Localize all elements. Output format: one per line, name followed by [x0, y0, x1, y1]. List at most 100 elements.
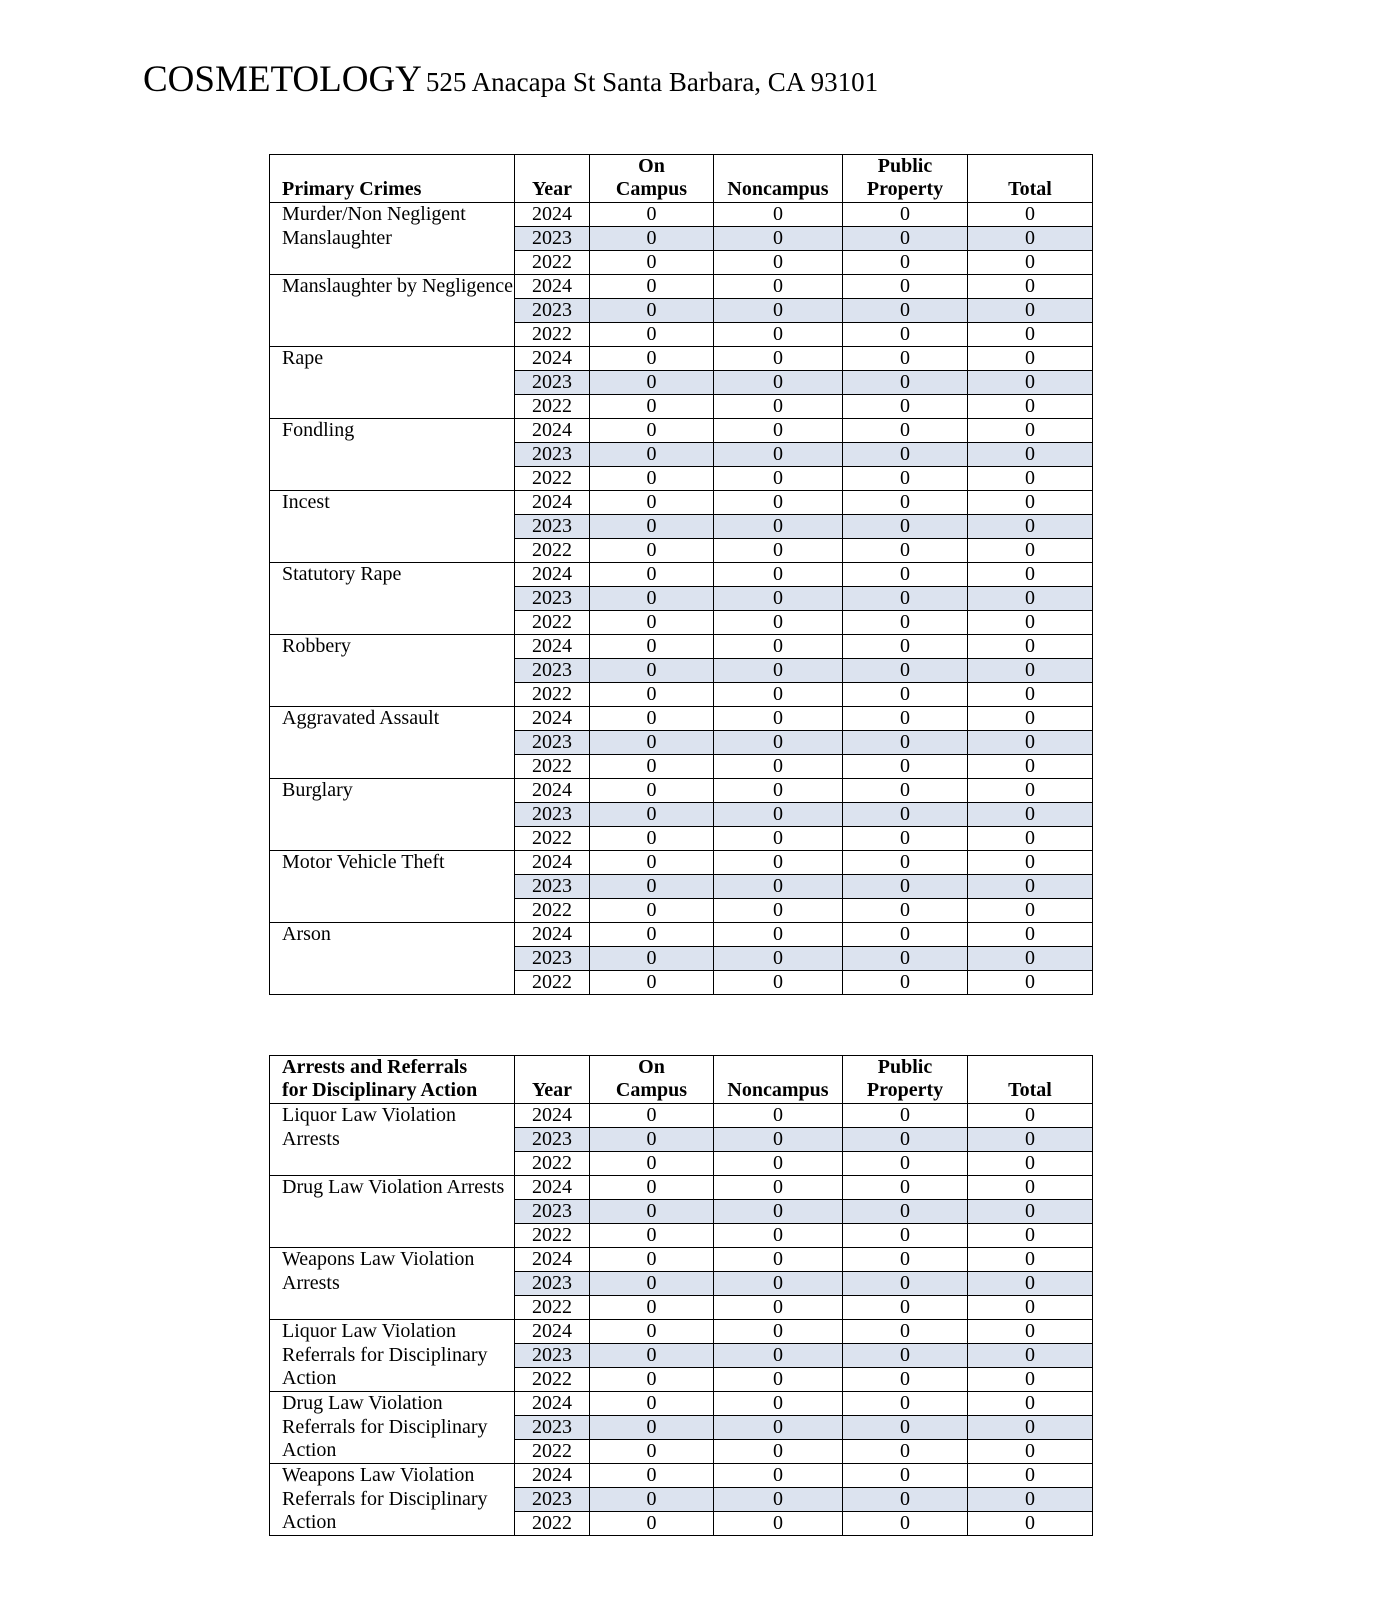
cell-on-campus: 0: [589, 226, 714, 251]
cell-total: 0: [967, 346, 1093, 371]
cell-public-property: 0: [842, 874, 968, 899]
table-row: 2023 0 0 0 0: [270, 1127, 1093, 1152]
table-row: Manslaughter by Negligence 2024 0 0 0 0: [269, 274, 1093, 347]
cell-total: 0: [967, 394, 1093, 419]
cell-year: 2023: [514, 1415, 590, 1440]
table-row: 2022 0 0 0 0: [270, 250, 1093, 275]
cell-on-campus: 0: [589, 490, 714, 515]
column-header-on-campus: On Campus: [589, 1055, 714, 1104]
cell-public-property: 0: [842, 514, 968, 539]
cell-on-campus: 0: [589, 898, 714, 923]
cell-on-campus: 0: [589, 418, 714, 443]
cell-year: 2023: [514, 298, 590, 323]
cell-year: 2023: [514, 1199, 590, 1224]
cell-total: 0: [967, 298, 1093, 323]
cell-total: 0: [967, 754, 1093, 779]
column-header-total: Total: [967, 154, 1093, 203]
table-row: 2022 0 0 0 0: [270, 1151, 1093, 1176]
cell-public-property: 0: [842, 1247, 968, 1272]
cell-public-property: 0: [842, 946, 968, 971]
cell-total: 0: [967, 634, 1093, 659]
cell-public-property: 0: [842, 1343, 968, 1368]
cell-total: 0: [967, 730, 1093, 755]
cell-public-property: 0: [842, 490, 968, 515]
cell-total: 0: [967, 514, 1093, 539]
cell-year: 2022: [514, 466, 590, 491]
cell-noncampus: 0: [713, 1343, 843, 1368]
cell-noncampus: 0: [713, 1199, 843, 1224]
cell-noncampus: 0: [713, 1511, 843, 1536]
cell-on-campus: 0: [589, 514, 714, 539]
cell-year: 2024: [514, 1103, 590, 1128]
cell-noncampus: 0: [713, 1151, 843, 1176]
table-row: 2023 0 0 0 0: [270, 874, 1093, 899]
cell-on-campus: 0: [589, 1487, 714, 1512]
cell-year: 2022: [514, 538, 590, 563]
table-row: 2023 0 0 0 0: [270, 1271, 1093, 1296]
cell-public-property: 0: [842, 1415, 968, 1440]
cell-noncampus: 0: [713, 874, 843, 899]
cell-public-property: 0: [842, 1103, 968, 1128]
cell-total: 0: [967, 274, 1093, 299]
cell-year: 2024: [514, 634, 590, 659]
crime-category: Murder/Non Negligent Manslaughter: [269, 202, 515, 275]
table-row: 2023 0 0 0 0: [270, 298, 1093, 323]
cell-on-campus: 0: [589, 562, 714, 587]
cell-public-property: 0: [842, 1391, 968, 1416]
cell-year: 2024: [514, 418, 590, 443]
cell-year: 2024: [514, 850, 590, 875]
cell-noncampus: 0: [713, 538, 843, 563]
cell-year: 2024: [514, 562, 590, 587]
table-row: Rape 2024 0 0 0 0: [269, 346, 1093, 419]
cell-year: 2024: [514, 274, 590, 299]
cell-public-property: 0: [842, 826, 968, 851]
cell-on-campus: 0: [589, 1271, 714, 1296]
cell-public-property: 0: [842, 250, 968, 275]
cell-on-campus: 0: [589, 202, 714, 227]
cell-on-campus: 0: [589, 922, 714, 947]
cell-total: 0: [967, 658, 1093, 683]
cell-total: 0: [967, 874, 1093, 899]
cell-on-campus: 0: [589, 850, 714, 875]
cell-on-campus: 0: [589, 970, 714, 995]
cell-on-campus: 0: [589, 1223, 714, 1248]
cell-year: 2024: [514, 1391, 590, 1416]
table-row: Weapons Law Violation Referrals for Disc…: [269, 1463, 1093, 1536]
table-row: 2022 0 0 0 0: [270, 682, 1093, 707]
cell-total: 0: [967, 370, 1093, 395]
cell-total: 0: [967, 1175, 1093, 1200]
cell-year: 2023: [514, 730, 590, 755]
cell-year: 2022: [514, 1295, 590, 1320]
cell-total: 0: [967, 1271, 1093, 1296]
cell-noncampus: 0: [713, 1295, 843, 1320]
cell-noncampus: 0: [713, 634, 843, 659]
cell-public-property: 0: [842, 418, 968, 443]
table-row: 2023 0 0 0 0: [270, 514, 1093, 539]
cell-year: 2022: [514, 826, 590, 851]
cell-on-campus: 0: [589, 802, 714, 827]
crime-category: Drug Law Violation Referrals for Discipl…: [269, 1391, 515, 1464]
cell-on-campus: 0: [589, 1103, 714, 1128]
cell-noncampus: 0: [713, 970, 843, 995]
crime-category: Burglary: [269, 778, 515, 851]
cell-on-campus: 0: [589, 586, 714, 611]
cell-public-property: 0: [842, 442, 968, 467]
cell-noncampus: 0: [713, 586, 843, 611]
table-row: 2023 0 0 0 0: [270, 730, 1093, 755]
cell-total: 0: [967, 778, 1093, 803]
cell-public-property: 0: [842, 1511, 968, 1536]
table-row: 2022 0 0 0 0: [270, 466, 1093, 491]
cell-total: 0: [967, 1463, 1093, 1488]
cell-public-property: 0: [842, 1487, 968, 1512]
cell-on-campus: 0: [589, 826, 714, 851]
column-header-noncampus: Noncampus: [713, 154, 843, 203]
cell-public-property: 0: [842, 394, 968, 419]
cell-year: 2023: [514, 226, 590, 251]
cell-on-campus: 0: [589, 634, 714, 659]
cell-total: 0: [967, 1343, 1093, 1368]
cell-on-campus: 0: [589, 1295, 714, 1320]
cell-total: 0: [967, 538, 1093, 563]
cell-year: 2024: [514, 1175, 590, 1200]
cell-noncampus: 0: [713, 754, 843, 779]
cell-on-campus: 0: [589, 322, 714, 347]
